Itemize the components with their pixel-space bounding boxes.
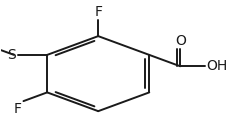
Text: S: S	[7, 48, 16, 62]
Text: F: F	[13, 102, 21, 116]
Text: O: O	[174, 34, 185, 47]
Text: F: F	[94, 5, 102, 19]
Text: OH: OH	[206, 59, 227, 73]
